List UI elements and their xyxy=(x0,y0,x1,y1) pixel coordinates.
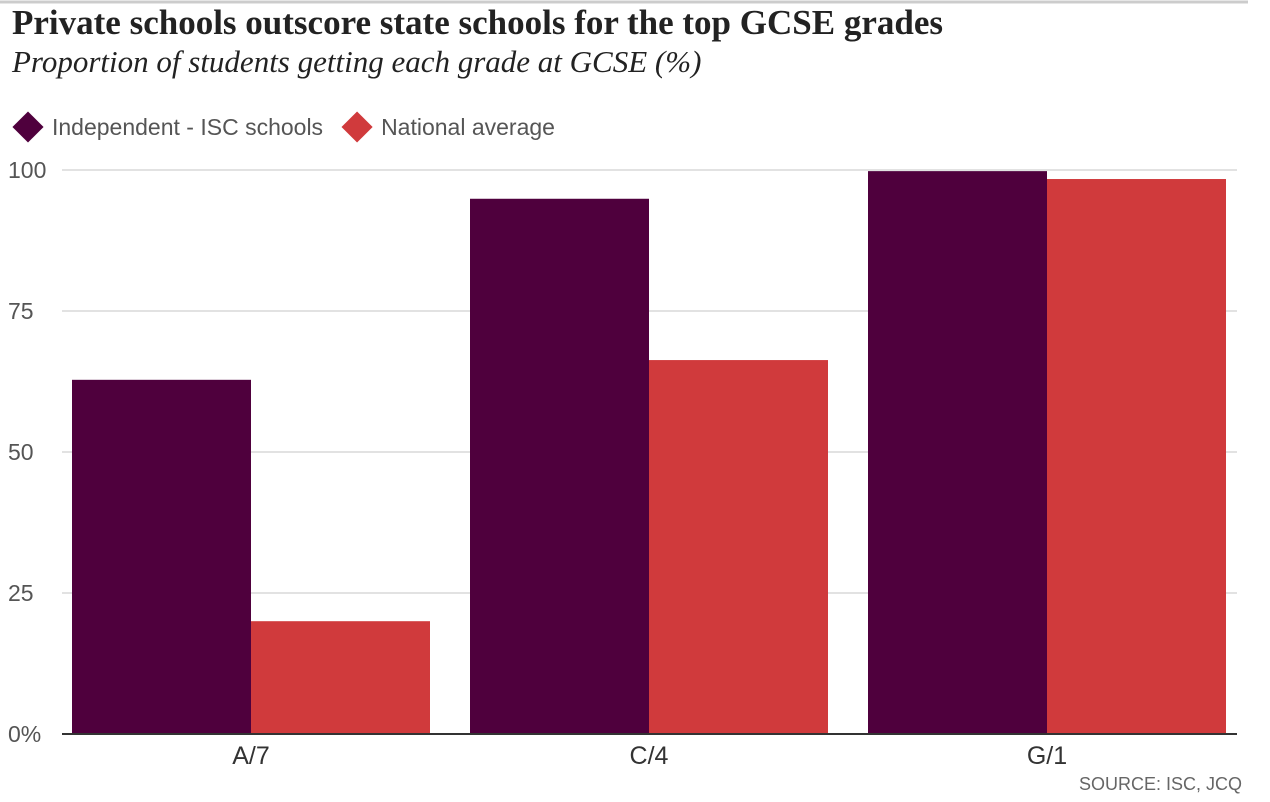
x-tick-label: G/1 xyxy=(1027,742,1067,770)
y-tick-label: 75 xyxy=(8,298,34,324)
y-tick-label: 0% xyxy=(8,721,41,747)
y-tick-label: 25 xyxy=(8,580,34,606)
legend-label: Independent - ISC schools xyxy=(52,114,323,140)
bar xyxy=(470,198,649,734)
bar xyxy=(72,379,251,734)
y-tick-label: 50 xyxy=(8,439,34,465)
bar xyxy=(649,360,828,734)
x-tick-label: A/7 xyxy=(232,742,270,770)
bar xyxy=(868,171,1047,735)
legend-label: National average xyxy=(381,114,555,140)
chart-title: Private schools outscore state schools f… xyxy=(12,3,943,42)
source: SOURCE: ISC, JCQ xyxy=(1079,774,1242,794)
x-tick-label: C/4 xyxy=(630,742,669,770)
y-tick-label: 100 xyxy=(8,157,46,183)
bar xyxy=(1047,179,1226,735)
legend-swatch xyxy=(341,111,373,143)
bar xyxy=(251,621,430,734)
legend-swatch xyxy=(12,111,44,143)
chart-subtitle: Proportion of students getting each grad… xyxy=(11,44,701,79)
